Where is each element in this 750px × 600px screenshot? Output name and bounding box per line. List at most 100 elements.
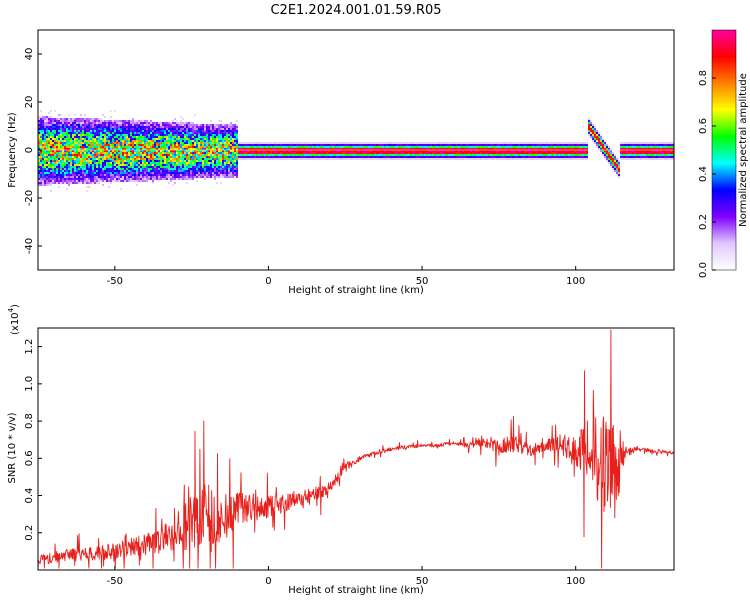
heatmap-cell <box>372 154 374 156</box>
heatmap-cell <box>518 142 520 144</box>
heatmap-cell <box>332 146 334 148</box>
heatmap-cell <box>488 142 490 144</box>
heatmap-cell <box>134 132 136 134</box>
heatmap-cell <box>442 142 444 144</box>
heatmap-cell <box>426 144 428 146</box>
heatmap-cell <box>552 156 554 158</box>
heatmap-cell <box>38 180 40 182</box>
heatmap-cell <box>48 126 50 128</box>
heatmap-cell <box>606 150 608 152</box>
heatmap-cell <box>430 144 432 146</box>
heatmap-cell <box>186 126 188 128</box>
heatmap-cell <box>120 140 122 142</box>
heatmap-cell <box>480 144 482 146</box>
heatmap-cell <box>346 156 348 158</box>
heatmap-cell <box>208 136 210 138</box>
heatmap-cell <box>86 130 88 132</box>
heatmap-cell <box>498 152 500 154</box>
heatmap-cell <box>180 172 182 174</box>
heatmap-cell <box>140 170 142 172</box>
heatmap-cell <box>286 146 288 148</box>
heatmap-cell <box>62 174 64 176</box>
heatmap-cell <box>162 160 164 162</box>
heatmap-cell <box>340 152 342 154</box>
heatmap-cell <box>442 158 444 160</box>
heatmap-cell <box>70 128 72 130</box>
heatmap-cell <box>74 142 76 144</box>
heatmap-cell <box>82 134 84 136</box>
heatmap-cell <box>586 154 588 156</box>
heatmap-cell <box>556 144 558 146</box>
heatmap-cell <box>184 156 186 158</box>
heatmap-cell <box>388 142 390 144</box>
heatmap-cell <box>102 114 104 116</box>
heatmap-cell <box>100 140 102 142</box>
heatmap-cell <box>236 134 238 136</box>
heatmap-cell <box>116 170 118 172</box>
heatmap-cell <box>510 156 512 158</box>
heatmap-cell <box>72 164 74 166</box>
heatmap-cell <box>84 136 86 138</box>
heatmap-cell <box>572 144 574 146</box>
heatmap-cell <box>340 158 342 160</box>
heatmap-cell <box>108 120 110 122</box>
heatmap-cell <box>606 154 608 156</box>
heatmap-cell <box>376 144 378 146</box>
heatmap-cell <box>88 154 90 156</box>
heatmap-cell <box>612 154 614 156</box>
heatmap-cell <box>440 158 442 160</box>
heatmap-cell <box>98 146 100 148</box>
heatmap-cell <box>558 144 560 146</box>
heatmap-cell <box>138 144 140 146</box>
heatmap-cell <box>652 158 654 160</box>
heatmap-cell <box>552 154 554 156</box>
heatmap-cell <box>50 142 52 144</box>
heatmap-cell <box>162 146 164 148</box>
heatmap-cell <box>138 140 140 142</box>
heatmap-cell <box>546 152 548 154</box>
heatmap-cell <box>144 138 146 140</box>
heatmap-cell <box>70 132 72 134</box>
heatmap-cell <box>154 132 156 134</box>
heatmap-cell <box>198 156 200 158</box>
heatmap-cell <box>168 128 170 130</box>
heatmap-cell <box>86 164 88 166</box>
heatmap-cell <box>634 142 636 144</box>
heatmap-cell <box>116 154 118 156</box>
heatmap-cell <box>170 154 172 156</box>
heatmap-cell <box>230 126 232 128</box>
heatmap-cell <box>140 130 142 132</box>
heatmap-cell <box>252 154 254 156</box>
heatmap-cell <box>172 134 174 136</box>
heatmap-cell <box>114 120 116 122</box>
heatmap-cell <box>146 168 148 170</box>
heatmap-cell <box>472 154 474 156</box>
heatmap-cell <box>164 172 166 174</box>
heatmap-cell <box>630 152 632 154</box>
heatmap-cell <box>408 154 410 156</box>
heatmap-cell <box>240 154 242 156</box>
heatmap-cell <box>70 164 72 166</box>
heatmap-cell <box>68 168 70 170</box>
heatmap-cell <box>644 150 646 152</box>
heatmap-cell <box>74 174 76 176</box>
heatmap-cell <box>472 158 474 160</box>
heatmap-cell <box>488 148 490 150</box>
heatmap-cell <box>562 154 564 156</box>
heatmap-cell <box>132 180 134 182</box>
heatmap-cell <box>46 140 48 142</box>
heatmap-cell <box>144 142 146 144</box>
heatmap-cell <box>60 122 62 124</box>
heatmap-cell <box>68 124 70 126</box>
heatmap-cell <box>348 144 350 146</box>
heatmap-cell <box>44 162 46 164</box>
heatmap-cell <box>72 128 74 130</box>
heatmap-cell <box>62 142 64 144</box>
heatmap-cell <box>232 130 234 132</box>
heatmap-cell <box>650 144 652 146</box>
heatmap-cell <box>172 166 174 168</box>
heatmap-cell <box>396 148 398 150</box>
heatmap-cell <box>40 124 42 126</box>
heatmap-cell <box>182 176 184 178</box>
heatmap-cell <box>66 134 68 136</box>
